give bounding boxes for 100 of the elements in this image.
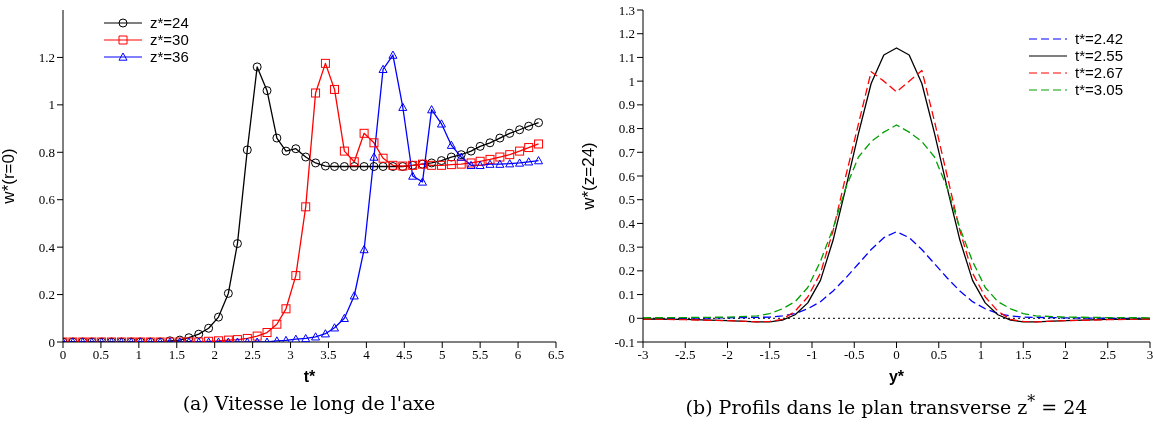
point — [311, 88, 321, 98]
line-series — [643, 124, 1150, 319]
y-tick-label: 0.8 — [618, 121, 635, 137]
x-tick-label: 4 — [363, 347, 371, 363]
point — [505, 159, 515, 168]
point — [311, 158, 321, 168]
point — [359, 245, 369, 254]
x-tick-label: -1 — [806, 347, 818, 363]
x-tick-label: 0.5 — [92, 347, 110, 363]
point — [495, 133, 505, 143]
y-tick-label: 1.2 — [38, 50, 55, 66]
point — [418, 177, 428, 186]
point — [204, 323, 214, 333]
point — [408, 171, 418, 180]
x-tick-label: 3 — [1146, 347, 1153, 363]
x-tick-label: 0 — [893, 347, 900, 363]
point — [349, 291, 359, 300]
point — [339, 162, 349, 172]
x-tick-label: 2.5 — [244, 347, 261, 363]
point — [515, 125, 525, 135]
y-tick-label: 0.2 — [618, 263, 635, 279]
point — [301, 333, 311, 342]
point — [388, 50, 398, 59]
point — [495, 159, 505, 168]
point — [301, 152, 311, 162]
point — [184, 333, 194, 342]
y-tick-label: 0 — [628, 310, 635, 326]
y-tick-label: 0.5 — [618, 192, 635, 208]
legend-label: z*=36 — [150, 48, 189, 65]
point — [369, 162, 379, 172]
legend-label: t*=2.67 — [1075, 64, 1123, 81]
x-tick-label: 5 — [438, 347, 446, 363]
point — [436, 160, 446, 170]
point — [291, 144, 301, 154]
point — [320, 161, 330, 171]
text: (a) Vitesse le long de l'axe — [181, 392, 437, 414]
point — [446, 152, 456, 162]
legend-label: t*=3.05 — [1075, 81, 1123, 98]
text: (b) Profils dans le plan transverse z$^{*}$ = 24 — [684, 392, 1089, 419]
point — [320, 58, 330, 68]
x-tick-label: 1 — [977, 347, 985, 363]
point — [291, 271, 301, 281]
y-tick-label: 0.6 — [618, 168, 636, 184]
point — [505, 128, 515, 138]
point — [495, 152, 505, 162]
x-tick-label: 0 — [59, 347, 67, 363]
point — [213, 312, 223, 322]
y-tick-label: 1.2 — [618, 26, 635, 42]
point — [446, 140, 456, 149]
point — [485, 138, 495, 148]
point — [436, 156, 446, 166]
point — [524, 157, 534, 166]
y-tick-label: 0.2 — [38, 287, 55, 303]
legend-label: t*=2.42 — [1075, 30, 1123, 47]
point — [446, 160, 456, 170]
point — [330, 84, 340, 94]
point — [330, 323, 340, 332]
legend-label: t*=2.55 — [1075, 47, 1123, 64]
legend-label: z*=30 — [150, 31, 189, 48]
point — [475, 141, 485, 151]
x-tick-label: -3 — [637, 347, 649, 363]
x-tick-label: 1 — [135, 347, 143, 363]
point — [349, 162, 359, 172]
x-tick-label: -0.5 — [843, 347, 865, 363]
point — [242, 145, 252, 155]
point — [291, 334, 301, 342]
point — [378, 64, 388, 73]
y-axis-title: w*(z=24) — [579, 142, 599, 211]
point — [475, 156, 485, 166]
y-tick-label: 0.6 — [38, 192, 56, 208]
x-tick-label: 3.5 — [320, 347, 337, 363]
point — [339, 313, 349, 322]
y-tick-label: 0.4 — [38, 239, 56, 255]
point — [272, 133, 282, 143]
point — [320, 329, 330, 338]
x-tick-label: 0.5 — [930, 347, 947, 363]
point — [515, 158, 525, 167]
y-tick-label: 0.8 — [38, 144, 55, 160]
point — [223, 288, 233, 298]
point — [515, 146, 525, 156]
y-tick-label: 0 — [48, 334, 55, 350]
point — [534, 156, 544, 165]
point — [485, 154, 495, 164]
point — [349, 157, 359, 167]
y-tick-label: 1.3 — [618, 2, 635, 18]
point — [427, 105, 437, 114]
point — [194, 329, 204, 339]
point — [232, 239, 242, 249]
point — [378, 162, 388, 172]
x-tick-label: 3 — [287, 347, 294, 363]
x-tick-label: 2 — [211, 347, 218, 363]
point — [524, 121, 534, 131]
point — [311, 332, 321, 341]
y-tick-label: -0.1 — [614, 334, 635, 350]
point — [378, 153, 388, 163]
point — [524, 143, 534, 153]
y-tick-label: 0.1 — [618, 287, 635, 303]
point — [281, 304, 291, 314]
x-tick-label: -1.5 — [759, 347, 781, 363]
x-tick-label: -2.5 — [674, 347, 696, 363]
